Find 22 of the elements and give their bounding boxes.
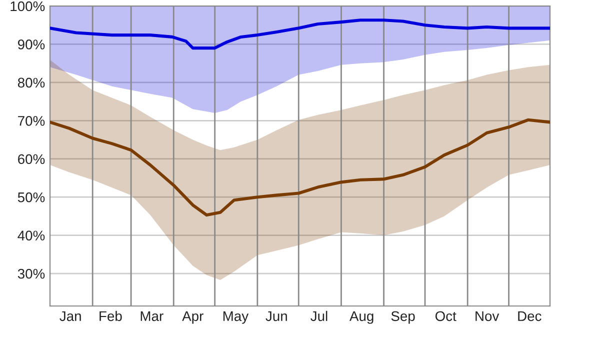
y-tick-label: 40% — [18, 230, 45, 240]
x-tick-label: Feb — [100, 310, 122, 322]
x-tick-label: Aug — [349, 311, 374, 324]
x-tick-label: Dec — [518, 311, 542, 322]
x-tick-label: Jul — [310, 310, 328, 322]
x-tick-label: Jun — [266, 311, 287, 322]
y-tick-label: 50% — [18, 192, 45, 202]
line-series — [50, 118, 550, 217]
x-tick-label: Mar — [140, 311, 164, 322]
y-tick-label: 70% — [18, 116, 45, 126]
line-series — [50, 18, 550, 50]
x-tick-label: Nov — [476, 311, 500, 322]
x-tick-label: May — [223, 311, 249, 324]
y-tick-label: 90% — [18, 40, 45, 50]
y-tick-label: 100% — [10, 1, 45, 12]
x-tick-label: Jan — [60, 311, 81, 322]
y-tick-label: 80% — [18, 78, 45, 88]
y-tick-label: 30% — [18, 268, 45, 279]
x-tick-label: Oct — [435, 311, 456, 322]
x-tick-label: Apr — [182, 311, 204, 324]
y-tick-label: 60% — [18, 154, 45, 164]
x-tick-label: Sep — [391, 311, 415, 324]
